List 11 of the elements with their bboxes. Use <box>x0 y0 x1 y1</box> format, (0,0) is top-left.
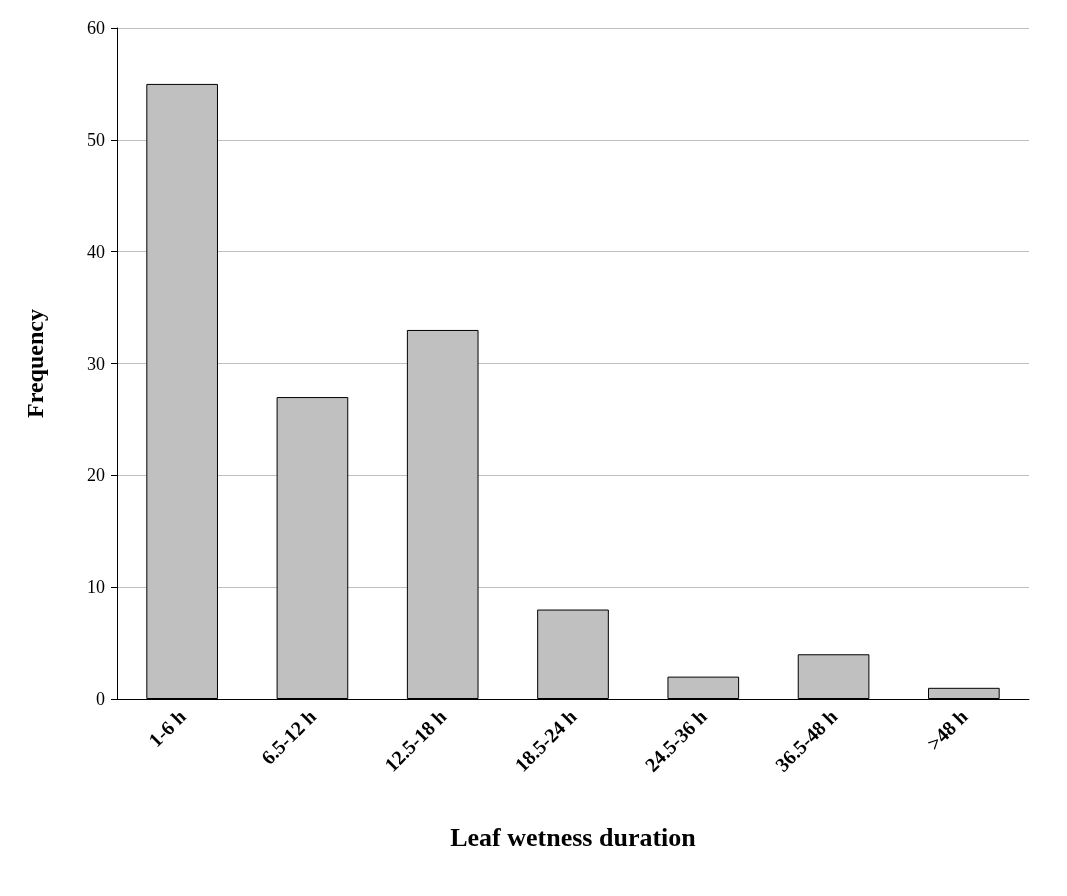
y-tick-label: 50 <box>87 129 105 150</box>
x-axis-title: Leaf wetness duration <box>450 822 697 852</box>
y-tick-label: 60 <box>87 18 105 38</box>
y-tick-label: 30 <box>87 353 105 374</box>
y-tick-label: 40 <box>87 241 105 262</box>
x-tick-label: >48 h <box>922 705 972 755</box>
y-tick-label: 10 <box>87 577 105 598</box>
y-tick-label: 20 <box>87 465 105 486</box>
x-tick-label: 1-6 h <box>144 705 190 752</box>
y-tick-label: 0 <box>96 689 105 709</box>
y-axis-title: Frequency <box>22 309 48 418</box>
